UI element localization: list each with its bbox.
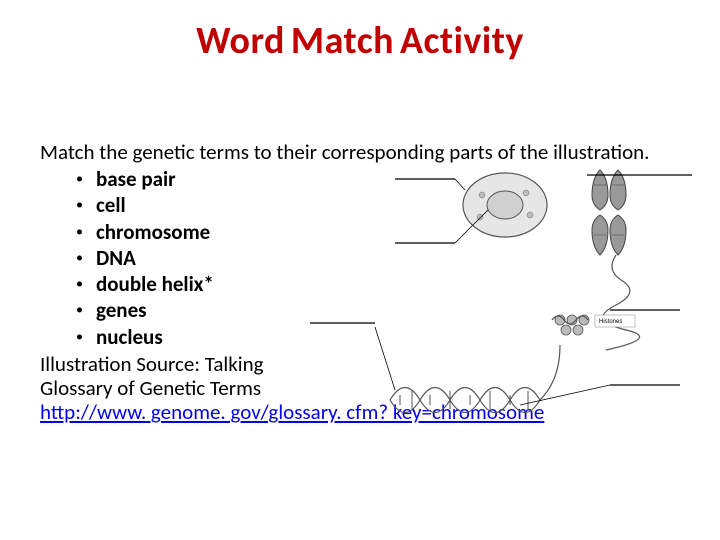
- title-word-2: Match: [291, 18, 394, 64]
- chromatin-icon: [603, 255, 639, 350]
- slide-title: WordMatchActivity: [0, 18, 720, 64]
- histones-icon: Histones: [552, 315, 635, 335]
- dna-helix-icon: [375, 327, 610, 413]
- title-word-3: Activity: [400, 18, 524, 64]
- cell-icon: [455, 173, 547, 243]
- title-word-1: Word: [196, 18, 285, 64]
- genetics-diagram: Histones: [300, 155, 700, 435]
- histone-label: Histones: [599, 319, 622, 325]
- chromosome-icon: [592, 170, 626, 255]
